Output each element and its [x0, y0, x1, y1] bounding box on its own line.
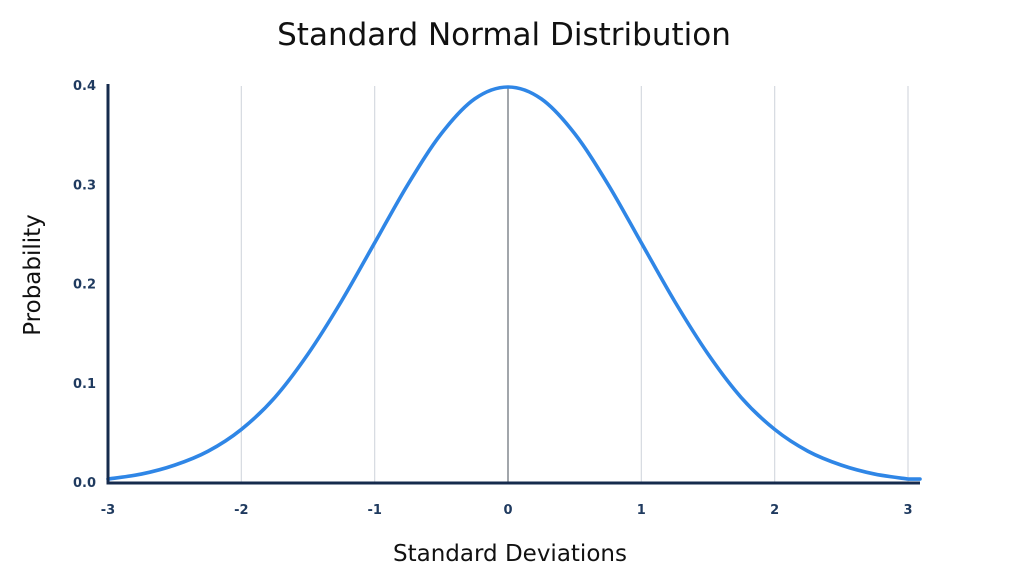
grid [240, 86, 909, 483]
x-tick-label: -2 [234, 503, 248, 518]
chart-title: Standard Normal Distribution [277, 17, 731, 53]
x-tick-label: 2 [770, 503, 779, 518]
y-tick-label: 0.2 [73, 278, 96, 293]
x-tick-label: -3 [101, 503, 115, 518]
x-tick-label: 1 [637, 503, 646, 518]
y-tick-label: 0.3 [73, 178, 96, 193]
y-axis-label: Probability [20, 214, 46, 336]
series-line-0 [106, 85, 922, 481]
y-tick-label: 0.4 [73, 79, 96, 94]
x-tick-label: 0 [503, 503, 512, 518]
x-tick-label: 3 [903, 503, 912, 518]
y-tick-label: 0.1 [73, 377, 96, 392]
y-tick-label: 0.0 [73, 476, 96, 491]
series-layer [106, 85, 922, 481]
x-tick-label: -1 [367, 503, 381, 518]
axes [106, 84, 920, 485]
tick-labels: -3 -2 -1 0 1 2 3 0.0 0.1 0.2 0.3 0.4 [73, 79, 913, 518]
x-axis-label: Standard Deviations [393, 541, 627, 567]
